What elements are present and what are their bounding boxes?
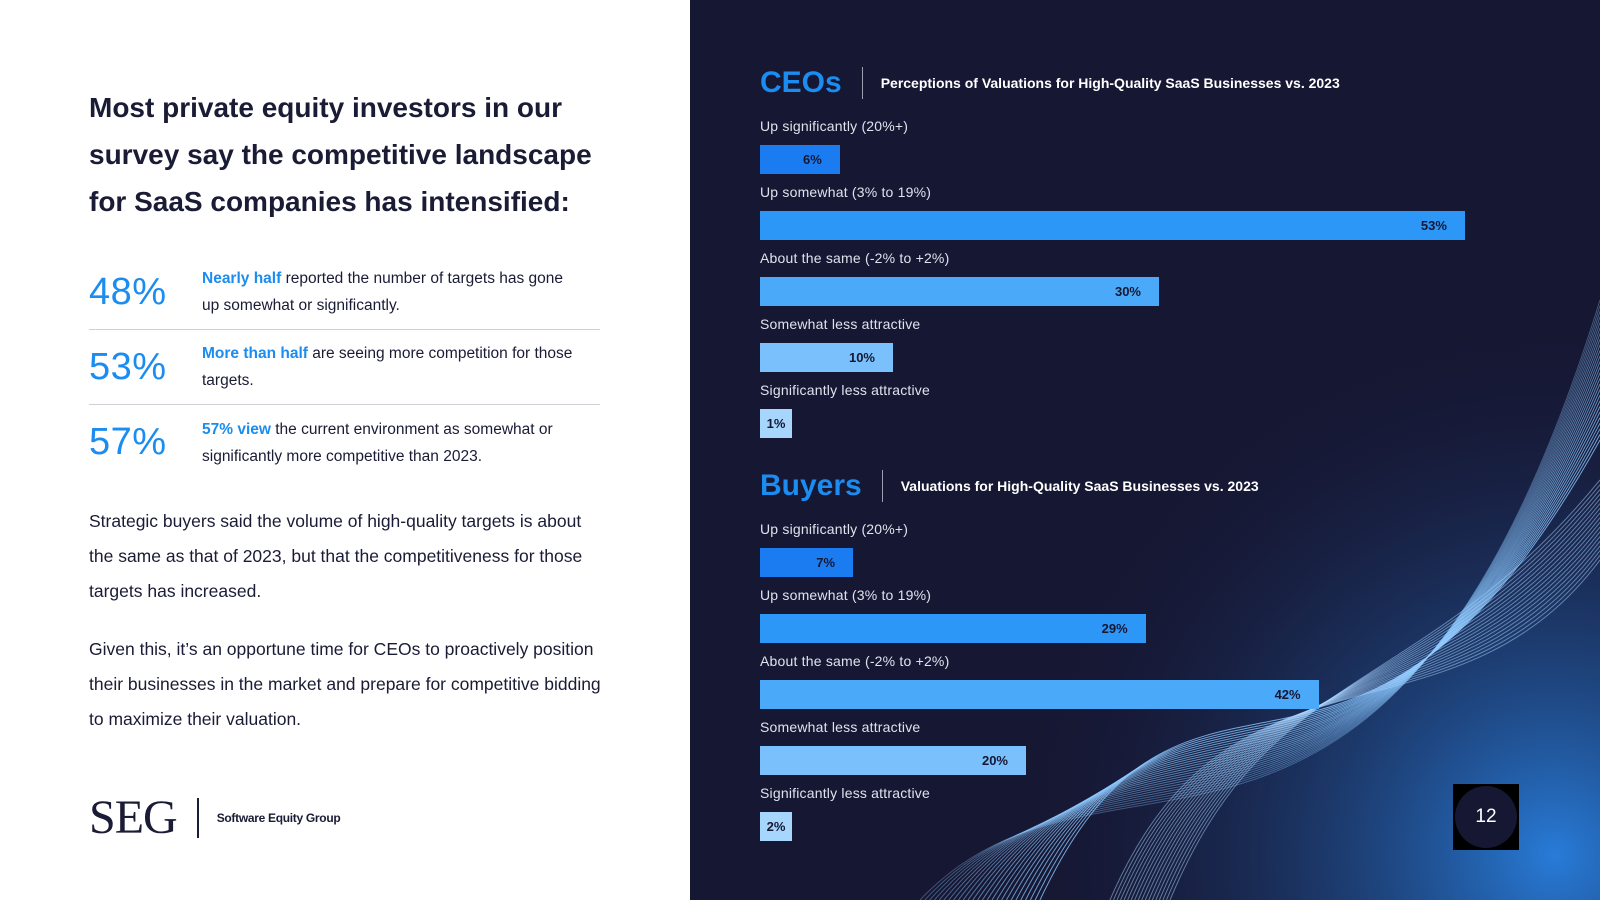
page-number-badge: 12 [1453,784,1519,850]
headline: Most private equity investors in our sur… [89,92,592,217]
stats-list: 48% Nearly half reported the number of t… [89,255,600,480]
bar: 20% [760,746,1026,775]
category-label: Up significantly (20%+) [760,118,909,134]
left-panel: Most private equity investors in our sur… [0,0,690,900]
stat-text: are seeing more competition for those ta… [202,345,573,389]
bar: 7% [760,548,854,577]
bar: 1% [760,409,792,438]
logo-divider [196,798,199,838]
category-label: Significantly less attractive [760,382,930,398]
stat-row: 48% Nearly half reported the number of t… [89,255,600,330]
logo-wordmark: Software Equity Group [216,811,341,825]
stat-description: More than half are seeing more competiti… [202,340,600,394]
chart-panel: CEOs Perceptions of Valuations for High-… [690,0,1600,900]
stat-highlight: Nearly half [202,270,282,287]
body-paragraph: Given this, it’s an opportune time for C… [89,639,601,729]
category-label: About the same (-2% to +2%) [760,653,950,669]
header-divider [881,470,883,502]
page-number: 12 [1455,786,1517,848]
stat-percent: 57% [89,421,167,463]
chart-subtitle: Valuations for High-Quality SaaS Busines… [900,478,1259,494]
bar: 29% [760,614,1146,643]
bar: 6% [760,145,840,174]
header-divider [861,67,863,99]
stat-highlight: More than half [202,345,308,362]
body-paragraph: Strategic buyers said the volume of high… [89,511,583,601]
bar-value-label: 53% [1420,218,1447,233]
category-label: Up somewhat (3% to 19%) [760,587,932,603]
bar: 2% [760,812,792,841]
stat-percent: 48% [89,270,167,313]
bar-value-label: 30% [1114,284,1141,299]
stat-percent: 53% [89,345,167,388]
category-label: Up significantly (20%+) [760,521,909,537]
category-label: Somewhat less attractive [760,719,921,735]
category-label: Somewhat less attractive [760,316,921,332]
bar-value-label: 7% [816,555,836,570]
chart-title: CEOs [760,66,842,99]
bar-value-label: 6% [803,152,822,167]
buyers-chart-header: Buyers Valuations for High-Quality SaaS … [760,469,1259,503]
bar: 42% [760,680,1319,709]
bar-value-label: 1% [766,416,786,431]
category-label: Significantly less attractive [760,785,930,801]
chart-subtitle: Perceptions of Valuations for High-Quali… [880,75,1340,91]
category-label: About the same (-2% to +2%) [760,250,950,266]
bar-value-label: 29% [1101,621,1128,636]
stat-highlight: 57% view [202,420,271,438]
bar-value-label: 10% [848,350,875,365]
chart-title: Buyers [760,469,862,502]
ceos-chart-header: CEOs Perceptions of Valuations for High-… [760,66,1340,100]
bar-value-label: 2% [766,819,786,834]
bar: 30% [760,277,1159,306]
bar-value-label: 42% [1274,687,1301,702]
bar-value-label: 20% [981,753,1008,768]
company-logo: SEG Software Equity Group [89,791,341,844]
stat-text: reported the number of targets has gone … [202,270,564,314]
stat-description: 57% view the current environment as some… [202,416,600,470]
category-label: Up somewhat (3% to 19%) [760,184,932,200]
logo-mark: SEG [89,791,178,844]
stat-description: Nearly half reported the number of targe… [202,265,600,319]
stat-row: 53% More than half are seeing more compe… [89,330,600,405]
stat-text: the current environment as somewhat or s… [202,420,553,465]
bar: 10% [760,343,893,372]
bar: 53% [760,211,1465,240]
stat-row: 57% 57% view the current environment as … [89,405,600,480]
